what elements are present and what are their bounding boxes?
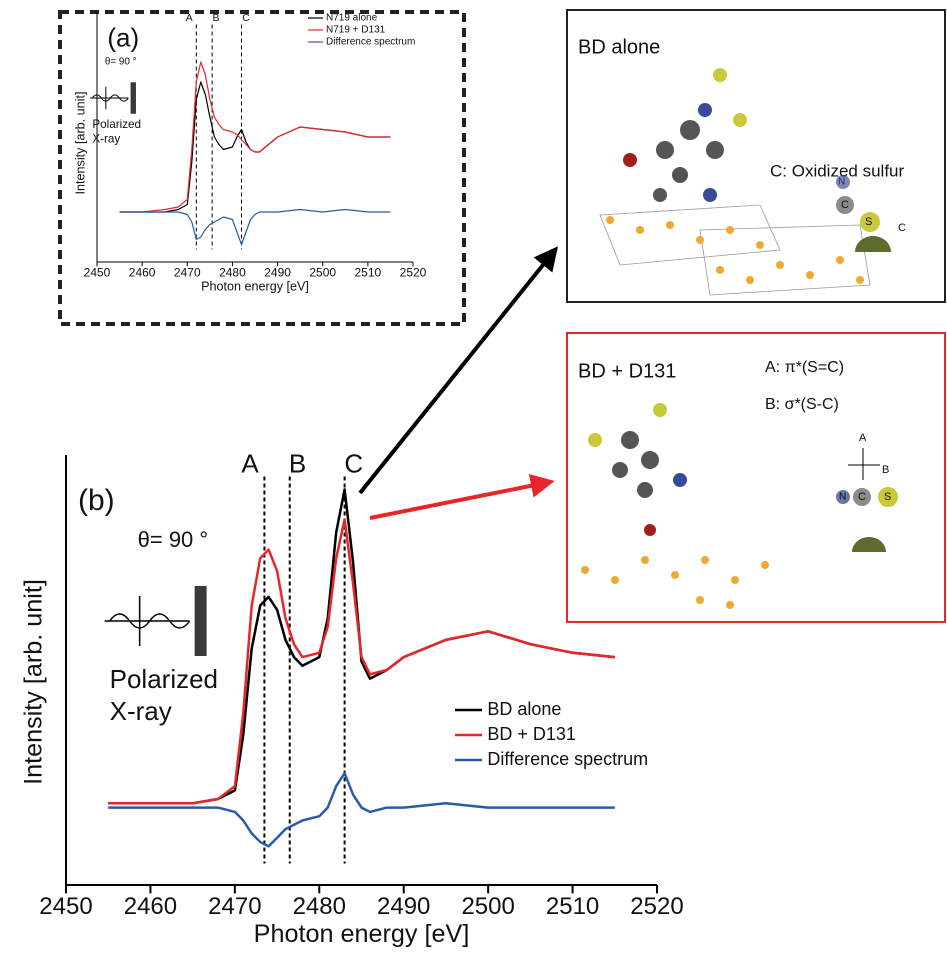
legend-label: Difference spectrum (326, 37, 415, 48)
legend-label: N719 alone (326, 13, 378, 24)
x-tick-label: 2510 (546, 893, 599, 920)
marker-label: A (241, 449, 259, 479)
x-tick-label: 2480 (219, 266, 246, 280)
inset-label: X-ray (92, 132, 120, 145)
panel-bd-d131: BD + D131 A: π*(S=C) B: σ*(S-C) N C S A … (567, 333, 945, 622)
y-axis-label: Intensity [arb. unit] (19, 579, 47, 785)
marker-label: B (213, 13, 220, 24)
x-tick-label: 2490 (264, 266, 291, 280)
atom-label: S (865, 216, 872, 228)
x-tick-label: 2460 (124, 893, 177, 920)
y-axis-label: Intensity [arb. unit] (74, 92, 88, 195)
panel-title: BD + D131 (578, 360, 676, 382)
atom-label: C (841, 199, 849, 211)
arrow (360, 250, 555, 493)
series-line (120, 62, 391, 212)
inset-label: Polarized (110, 664, 218, 694)
panel-label: A: π*(S=C) (765, 359, 844, 376)
x-tick-label: 2480 (293, 893, 346, 920)
x-tick-label: 2470 (208, 893, 261, 920)
inset-label: X-ray (110, 696, 172, 726)
legend-label: BD + D131 (487, 724, 576, 744)
panel-title: BD alone (578, 36, 660, 58)
marker-label: A (186, 13, 193, 24)
atom-label: C (858, 491, 866, 503)
x-tick-label: 2450 (84, 266, 111, 280)
x-axis-label: Photon energy [eV] (254, 920, 470, 948)
figure: BD alone C: Oxidized sulfur N C S C BD +… (0, 0, 947, 973)
atom-label: N (839, 492, 846, 503)
x-tick-label: 2450 (39, 893, 92, 920)
inset-label: θ= 90 ° (138, 527, 209, 552)
series-line (120, 82, 391, 212)
atom (836, 175, 850, 189)
legend-label: Difference spectrum (487, 749, 648, 769)
panel-label: B: σ*(S-C) (765, 396, 839, 413)
sample (131, 82, 136, 114)
x-tick-label: 2490 (377, 893, 430, 920)
chart-title: (a) (107, 22, 139, 52)
sample (195, 586, 207, 656)
atom-label: B (882, 464, 889, 476)
inset-label: Polarized (92, 118, 141, 131)
legend-label: BD alone (487, 699, 561, 719)
x-tick-label: 2520 (400, 266, 427, 280)
atom-label: S (884, 491, 891, 503)
x-tick-label: 2470 (174, 266, 201, 280)
x-tick-label: 2460 (129, 266, 156, 280)
chart-title: (b) (78, 484, 115, 517)
atom-label: A (859, 432, 867, 444)
series-line (108, 773, 615, 846)
atom-label: C (898, 222, 906, 234)
series-line (120, 210, 391, 245)
x-tick-label: 2510 (355, 266, 382, 280)
marker-label: C (344, 449, 363, 479)
arrow (370, 482, 550, 518)
x-axis-label: Photon energy [eV] (201, 280, 309, 294)
x-tick-label: 2500 (461, 893, 514, 920)
panel-bd-alone: BD alone C: Oxidized sulfur N C S C (567, 10, 945, 302)
x-tick-label: 2500 (309, 266, 336, 280)
x-tick-label: 2520 (630, 893, 683, 920)
inset-label: θ= 90 ° (105, 57, 137, 68)
legend-label: N719 + D131 (326, 25, 386, 36)
marker-label: C (242, 13, 250, 24)
marker-label: B (289, 449, 306, 479)
